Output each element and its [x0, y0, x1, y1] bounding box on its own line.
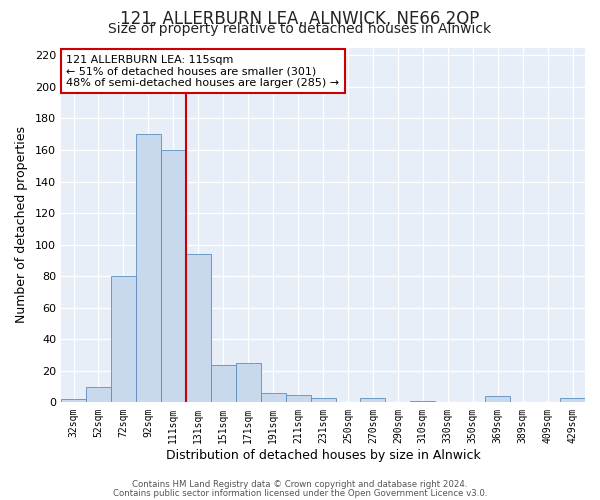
Bar [260, 393, 286, 402]
Y-axis label: Number of detached properties: Number of detached properties [15, 126, 28, 324]
Bar [286, 394, 311, 402]
Text: Contains public sector information licensed under the Open Government Licence v3: Contains public sector information licen… [113, 489, 487, 498]
X-axis label: Distribution of detached houses by size in Alnwick: Distribution of detached houses by size … [166, 450, 481, 462]
Bar [485, 396, 510, 402]
Bar [560, 398, 585, 402]
Bar [111, 276, 136, 402]
Bar [236, 363, 260, 403]
Bar [61, 400, 86, 402]
Bar [186, 254, 211, 402]
Text: Contains HM Land Registry data © Crown copyright and database right 2024.: Contains HM Land Registry data © Crown c… [132, 480, 468, 489]
Text: Size of property relative to detached houses in Alnwick: Size of property relative to detached ho… [109, 22, 491, 36]
Bar [211, 364, 236, 403]
Text: 121, ALLERBURN LEA, ALNWICK, NE66 2QP: 121, ALLERBURN LEA, ALNWICK, NE66 2QP [121, 10, 479, 28]
Bar [86, 386, 111, 402]
Bar [410, 401, 436, 402]
Bar [161, 150, 186, 403]
Bar [311, 398, 335, 402]
Bar [361, 398, 385, 402]
Bar [136, 134, 161, 402]
Text: 121 ALLERBURN LEA: 115sqm
← 51% of detached houses are smaller (301)
48% of semi: 121 ALLERBURN LEA: 115sqm ← 51% of detac… [66, 54, 340, 88]
